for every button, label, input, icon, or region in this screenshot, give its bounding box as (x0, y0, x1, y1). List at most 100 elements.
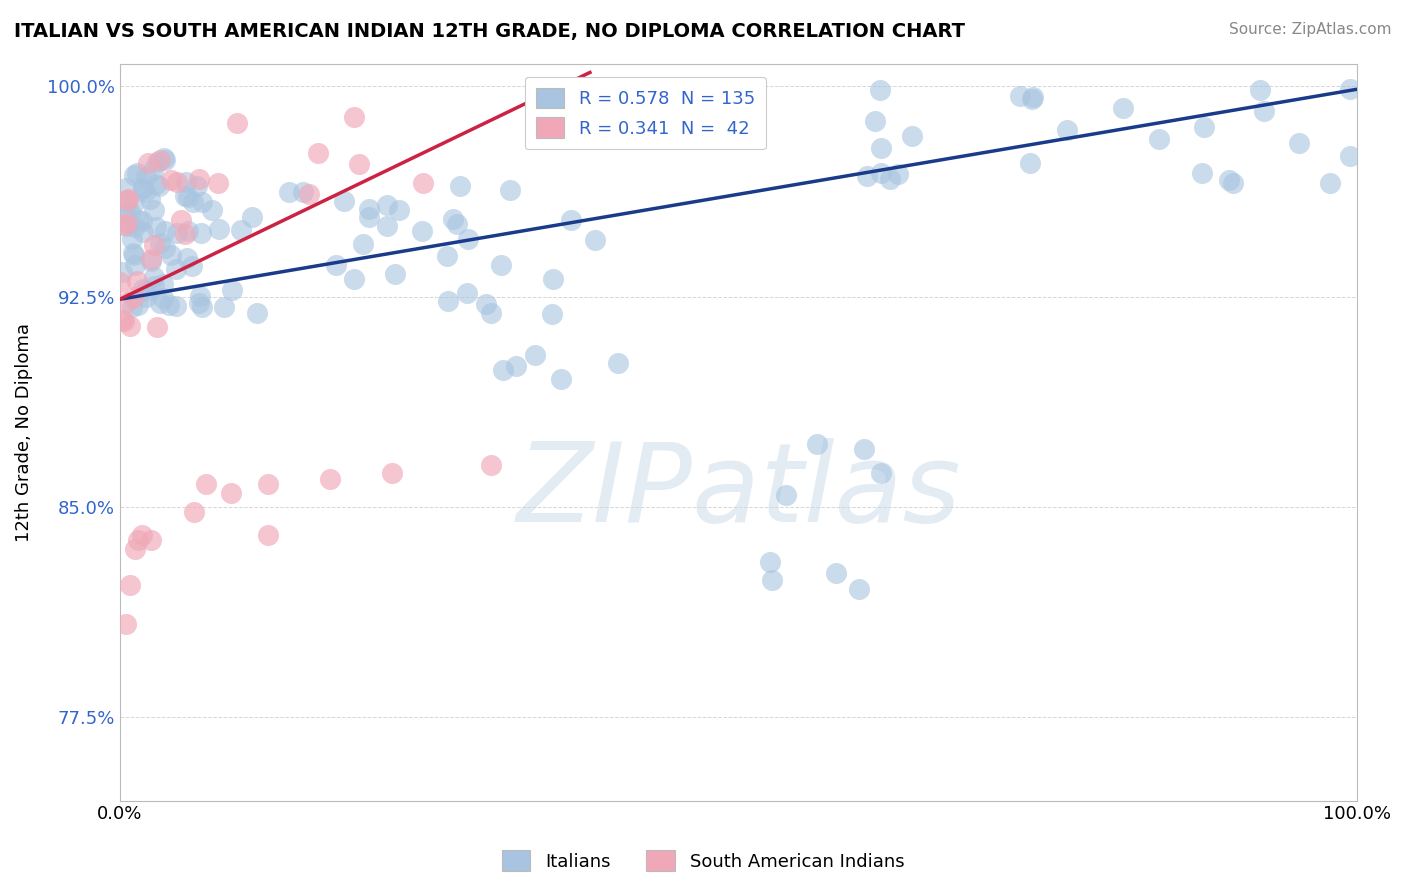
Point (352, 237, 374, 252)
Point (174, 189, 197, 203)
Point (112, 314, 135, 328)
Point (117, 192, 139, 206)
Point (359, 210, 381, 224)
Point (1288, 136, 1310, 150)
Point (381, 466, 404, 480)
Point (132, 181, 155, 195)
Point (1319, 176, 1341, 190)
Point (246, 306, 269, 320)
Point (1339, 149, 1361, 163)
Point (359, 202, 381, 216)
Point (541, 272, 564, 286)
Point (121, 232, 143, 246)
Point (127, 533, 149, 548)
Point (124, 258, 146, 272)
Point (118, 578, 141, 592)
Point (492, 363, 515, 377)
Point (124, 196, 146, 211)
Point (124, 248, 146, 262)
Point (1056, 122, 1078, 136)
Point (848, 582, 870, 597)
Point (221, 283, 243, 297)
Point (146, 155, 169, 169)
Point (157, 298, 180, 312)
Point (475, 296, 498, 310)
Point (165, 299, 187, 313)
Point (141, 252, 163, 267)
Point (1022, 90, 1045, 104)
Point (115, 196, 138, 211)
Point (135, 284, 157, 298)
Point (190, 227, 212, 241)
Point (879, 172, 901, 186)
Point (142, 162, 165, 177)
Point (111, 265, 134, 279)
Point (159, 248, 181, 262)
Point (375, 198, 398, 212)
Point (550, 372, 572, 386)
Point (869, 83, 891, 97)
Text: Source: ZipAtlas.com: Source: ZipAtlas.com (1229, 22, 1392, 37)
Point (219, 485, 242, 500)
Point (1339, 82, 1361, 96)
Point (499, 183, 522, 197)
Point (449, 178, 471, 193)
Point (1021, 92, 1043, 106)
Point (524, 348, 547, 362)
Point (174, 175, 197, 189)
Point (176, 224, 198, 238)
Point (856, 169, 879, 184)
Point (606, 356, 628, 370)
Point (165, 261, 187, 276)
Point (479, 458, 502, 472)
Point (343, 272, 366, 286)
Point (761, 574, 783, 588)
Point (583, 233, 606, 247)
Point (307, 145, 329, 160)
Point (226, 116, 249, 130)
Point (257, 527, 280, 541)
Point (870, 166, 893, 180)
Point (208, 221, 231, 235)
Point (1112, 101, 1135, 115)
Point (177, 190, 200, 204)
Point (505, 359, 527, 373)
Point (1253, 104, 1275, 119)
Point (166, 175, 188, 189)
Point (188, 296, 211, 310)
Point (115, 219, 138, 233)
Point (775, 488, 797, 502)
Point (153, 240, 176, 254)
Point (160, 173, 183, 187)
Point (114, 208, 136, 222)
Point (1191, 166, 1213, 180)
Point (136, 156, 159, 170)
Point (195, 477, 218, 491)
Point (176, 252, 198, 266)
Point (115, 194, 138, 208)
Point (139, 253, 162, 268)
Point (887, 167, 910, 181)
Point (375, 219, 398, 234)
Point (441, 212, 464, 227)
Legend: Italians, South American Indians: Italians, South American Indians (495, 843, 911, 879)
Point (149, 153, 172, 168)
Point (132, 180, 155, 194)
Point (852, 442, 875, 456)
Point (388, 203, 411, 218)
Point (152, 292, 174, 306)
Point (127, 212, 149, 227)
Point (191, 195, 214, 210)
Point (143, 270, 166, 285)
Point (412, 176, 434, 190)
Point (131, 527, 153, 541)
Point (132, 282, 155, 296)
Point (180, 260, 202, 274)
Point (186, 178, 208, 193)
Point (825, 566, 848, 581)
Point (146, 320, 169, 334)
Point (120, 319, 142, 334)
Point (166, 227, 188, 241)
Point (437, 293, 460, 308)
Point (117, 216, 139, 230)
